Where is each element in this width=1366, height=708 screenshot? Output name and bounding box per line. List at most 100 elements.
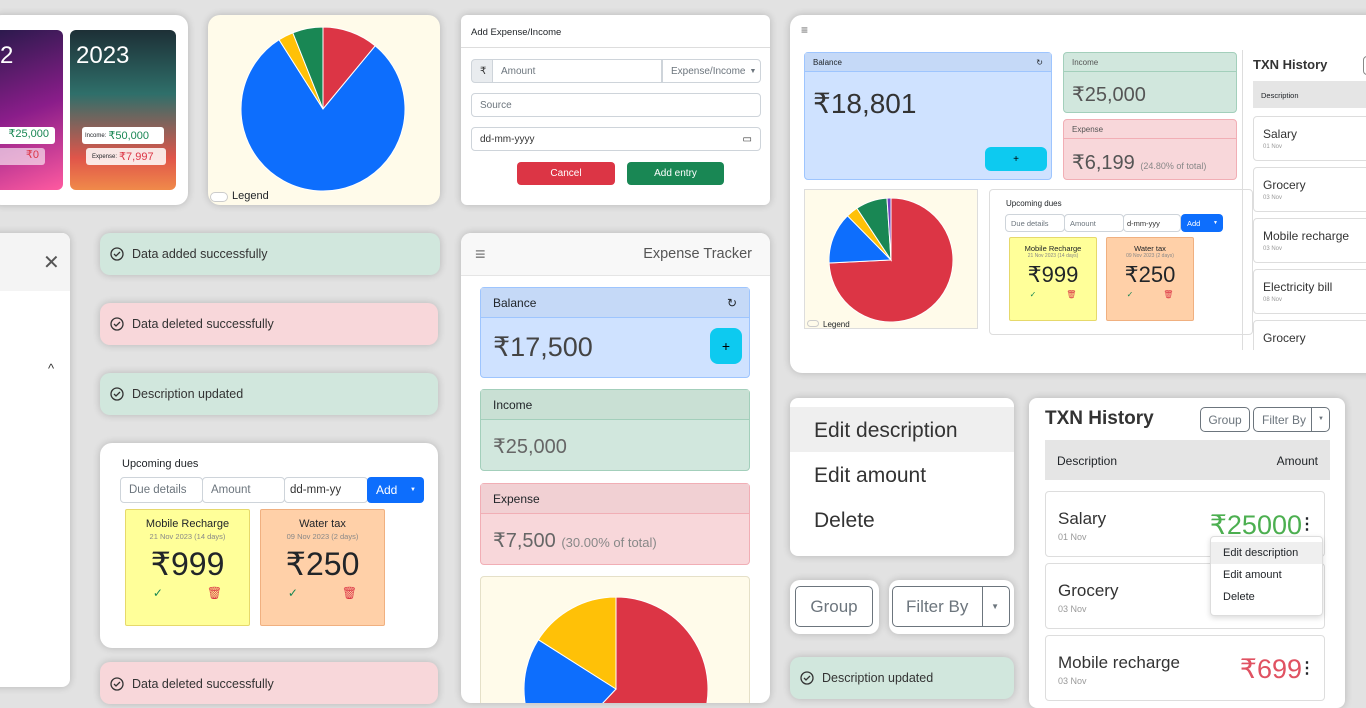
name: Salary bbox=[1263, 127, 1298, 141]
date: 01 Nov bbox=[1263, 144, 1283, 150]
label: Filter By bbox=[906, 596, 969, 616]
group-button[interactable]: Group bbox=[795, 586, 873, 627]
submit-button[interactable]: Add entry bbox=[627, 162, 724, 185]
date-input[interactable]: dd-mm-yy bbox=[284, 477, 368, 503]
note: (30.00% of total) bbox=[561, 535, 657, 550]
close-button[interactable]: ✕ bbox=[43, 252, 60, 274]
date-input[interactable]: dd-mm-yyyy ▭ bbox=[471, 127, 761, 151]
menu-item[interactable]: Edit description bbox=[1211, 542, 1322, 564]
amount-input[interactable]: Amount bbox=[492, 59, 662, 83]
pie-slice bbox=[537, 597, 617, 690]
add-form: Add Expense/Income ₹ Amount Expense/Inco… bbox=[461, 15, 770, 205]
amount: ₹25000 bbox=[1209, 510, 1302, 540]
filter-button[interactable]: Filter By ▼ bbox=[1253, 407, 1330, 432]
income: ₹25,000 bbox=[1072, 84, 1146, 106]
menu-item[interactable]: Delete bbox=[814, 509, 875, 532]
menu-icon[interactable]: ≡ bbox=[475, 244, 486, 264]
pie-chart bbox=[524, 597, 708, 703]
dashboard: ≡ Balance ↻ ₹18,801 + Income ₹25,000 Expe… bbox=[790, 15, 1366, 373]
collapse-icon[interactable]: ^ bbox=[48, 361, 55, 376]
name: Mobile Recharge bbox=[145, 518, 230, 530]
date: 08 Nov bbox=[1263, 297, 1283, 303]
name: Water tax bbox=[299, 518, 346, 530]
balance-header: Balance ↻ bbox=[805, 53, 1051, 72]
date: 21 Nov 2023 (14 days) bbox=[1027, 253, 1079, 259]
name: Electricity bill bbox=[1263, 280, 1333, 294]
name: Mobile recharge bbox=[1263, 229, 1350, 243]
add-button[interactable]: Add ▼ bbox=[1181, 214, 1223, 232]
add-button[interactable]: + bbox=[985, 147, 1047, 171]
expense: ₹0 bbox=[0, 148, 45, 165]
name: Mobile Recharge bbox=[1024, 244, 1082, 253]
year-card[interactable]: 2 ₹25,000 ₹0 bbox=[0, 30, 63, 190]
title: Upcoming dues bbox=[122, 458, 199, 470]
amount-input[interactable]: Amount bbox=[202, 477, 285, 503]
txn-item: Salary 01 Nov bbox=[1253, 116, 1366, 161]
year: 2 bbox=[0, 42, 14, 69]
dues-card: Upcoming dues Due details Amount d-mm-yy… bbox=[989, 189, 1253, 335]
icon bbox=[110, 677, 124, 691]
pie-chart bbox=[829, 198, 953, 322]
group-button[interactable] bbox=[1363, 56, 1366, 75]
label: Income bbox=[481, 390, 749, 420]
kebab[interactable]: ⋮ bbox=[1299, 516, 1315, 533]
page: 2 ₹25,000 ₹0 2023 Income: ₹50,000 Expense… bbox=[0, 15, 1366, 708]
date-placeholder: dd-mm-yyyy bbox=[480, 133, 535, 145]
name: Grocery bbox=[1058, 581, 1119, 600]
label: Income: bbox=[85, 132, 107, 139]
menu-item[interactable]: Delete bbox=[1223, 591, 1255, 603]
currency: ₹ bbox=[471, 59, 493, 83]
due-details-input[interactable]: Due details bbox=[120, 477, 203, 503]
add-button[interactable]: Add ▼ bbox=[367, 477, 424, 503]
balance-header: Balance ↻ bbox=[481, 288, 749, 318]
button-card: Filter By ▼ bbox=[889, 580, 1014, 634]
context-menu: Edit description Edit amount Delete bbox=[1210, 536, 1323, 616]
form-title: Add Expense/Income bbox=[461, 15, 770, 48]
due-details-input[interactable]: Due details bbox=[1005, 214, 1065, 232]
year-card[interactable]: 2023 Income: ₹50,000 Expense: ₹7,997 bbox=[70, 30, 176, 190]
mobile-view: ≡ Expense Tracker Balance ↻ ₹17,500 + Inc… bbox=[461, 233, 770, 703]
menu-icon[interactable]: ≡ bbox=[801, 23, 809, 37]
legend-label: Legend bbox=[823, 320, 850, 329]
message: Data added successfully bbox=[132, 247, 268, 261]
expense: ₹7,997 bbox=[119, 151, 154, 163]
label: Filter By bbox=[1262, 412, 1307, 427]
label: Expense: bbox=[92, 153, 118, 160]
cancel-button[interactable]: Cancel bbox=[517, 162, 615, 185]
source-input[interactable]: Source bbox=[471, 93, 761, 117]
name: Grocery bbox=[1263, 178, 1306, 192]
context-menu: Edit description Edit amount Delete bbox=[790, 398, 1014, 556]
amount: ₹999 bbox=[1027, 262, 1079, 287]
name: Water tax bbox=[1134, 244, 1166, 253]
txn-item: Mobile recharge 03 Nov ₹699 ⋮ bbox=[1045, 635, 1325, 701]
title: TXN History bbox=[1045, 408, 1154, 429]
pie-slice bbox=[602, 597, 708, 703]
filter-button[interactable]: Filter By ▼ bbox=[892, 586, 1010, 627]
income: ₹50,000 bbox=[108, 130, 149, 142]
amount: ₹999 bbox=[150, 546, 225, 582]
add-button[interactable]: + bbox=[710, 328, 742, 364]
date-input[interactable]: d-mm-yyy bbox=[1123, 214, 1181, 232]
group-button[interactable]: Group bbox=[1200, 407, 1250, 432]
button-card: Group bbox=[790, 580, 879, 634]
type-select[interactable]: Expense/Income ▼ bbox=[662, 59, 761, 83]
amount: ₹6,199 bbox=[1072, 152, 1135, 174]
due-item: Water tax 09 Nov 2023 (2 days) ₹250 ✓ 🗑 bbox=[260, 509, 385, 626]
icon bbox=[110, 387, 124, 401]
menu-item[interactable]: Edit description bbox=[790, 407, 1014, 452]
pie-card: Legend bbox=[208, 15, 440, 205]
pie-slice bbox=[241, 39, 406, 192]
header: Description bbox=[1253, 81, 1366, 108]
kebab[interactable]: ⋮ bbox=[1299, 660, 1315, 677]
due-item: Water tax 09 Nov 2023 (2 days) ₹250 ✓ 🗑 bbox=[1106, 237, 1194, 321]
expense-card: Expense ₹7,500 (30.00% of total) bbox=[480, 483, 750, 565]
toggle[interactable] bbox=[807, 320, 819, 327]
message: Data deleted successfully bbox=[132, 317, 274, 331]
icon bbox=[800, 671, 814, 685]
menu-item[interactable]: Edit amount bbox=[1223, 569, 1282, 581]
header: Description Amount bbox=[1045, 440, 1330, 480]
amount-input[interactable]: Amount bbox=[1064, 214, 1124, 232]
menu-item[interactable]: Edit amount bbox=[814, 464, 927, 487]
toggle[interactable] bbox=[210, 192, 228, 202]
amount-header: Amount bbox=[1276, 454, 1318, 468]
